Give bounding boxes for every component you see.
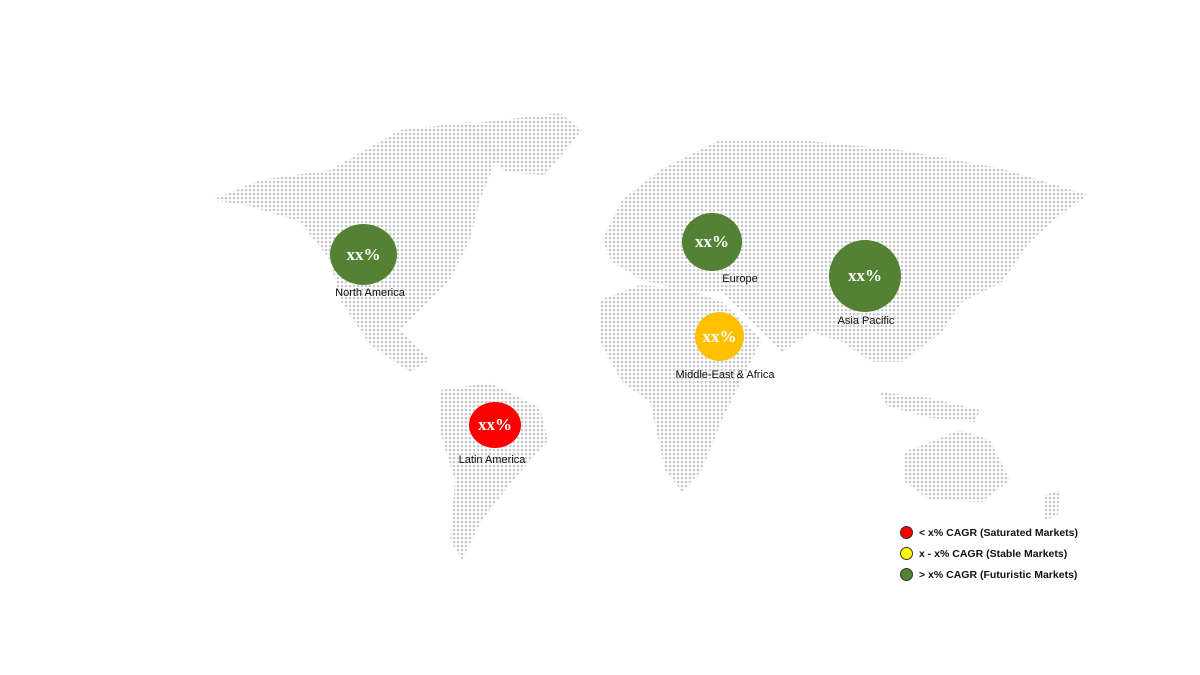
greenland-land	[460, 113, 582, 175]
south-america-land	[440, 383, 548, 560]
asia-pacific-bubble: xx%	[829, 240, 901, 312]
legend-label: < x% CAGR (Saturated Markets)	[919, 526, 1079, 539]
europe-label: Europe	[722, 273, 758, 285]
bubble-value: xx%	[478, 415, 512, 434]
red-dot-icon	[900, 526, 913, 539]
africa-land	[600, 285, 762, 492]
latin-america-bubble: xx%	[469, 402, 521, 448]
asia-pacific-label: Asia Pacific	[837, 315, 895, 327]
middle-east-africa-bubble: xx%	[695, 312, 744, 361]
southeast-asia-islands	[880, 392, 980, 422]
legend: < x% CAGR (Saturated Markets) x - x% CAG…	[900, 522, 1078, 585]
bubble-value: xx%	[702, 326, 737, 346]
bubble-value: xx%	[848, 266, 882, 285]
legend-label: x - x% CAGR (Stable Markets)	[919, 547, 1068, 560]
australia-land	[905, 430, 1010, 502]
bubble-value: xx%	[346, 244, 381, 264]
yellow-dot-icon	[900, 547, 913, 560]
latin-america-label: Latin America	[458, 454, 526, 466]
green-dot-icon	[900, 568, 913, 581]
legend-item-saturated: < x% CAGR (Saturated Markets)	[900, 522, 1078, 543]
legend-item-stable: x - x% CAGR (Stable Markets)	[900, 543, 1078, 564]
legend-item-futuristic: > x% CAGR (Futuristic Markets)	[900, 564, 1078, 585]
europe-bubble: xx%	[682, 213, 742, 271]
north-america-label: North America	[335, 287, 405, 299]
legend-label: > x% CAGR (Futuristic Markets)	[919, 568, 1078, 581]
bubble-value: xx%	[695, 232, 729, 251]
middle-east-africa-label: Middle-East & Africa	[675, 369, 775, 381]
north-america-bubble: xx%	[330, 224, 397, 285]
new-zealand-land	[1045, 490, 1060, 520]
